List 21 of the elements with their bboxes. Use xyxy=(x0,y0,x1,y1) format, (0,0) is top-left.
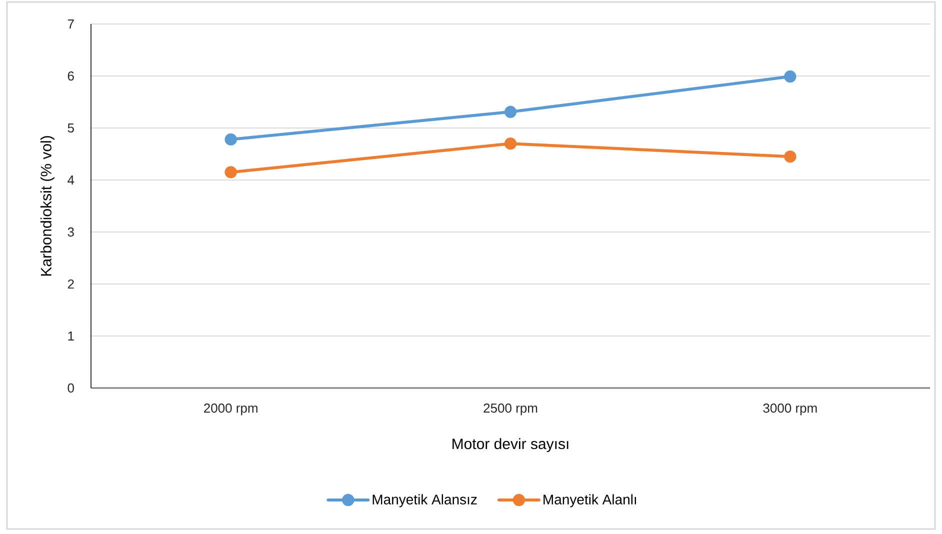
y-axis-title: Karbondioksit (% vol) xyxy=(40,136,54,276)
y-tick-label: 0 xyxy=(68,383,74,393)
point xyxy=(224,133,237,146)
y-tick-label: 4 xyxy=(68,176,74,184)
point xyxy=(224,166,237,178)
point xyxy=(504,106,517,118)
legend-label: Manyetik Alansız xyxy=(372,494,477,508)
point xyxy=(504,138,517,150)
point xyxy=(784,150,796,163)
x-tick-label: 2500 rpm xyxy=(484,404,538,416)
legend-label: Manyetik Alanlı xyxy=(544,494,636,508)
y-tick-label: 7 xyxy=(68,20,74,28)
y-tick-label: 1 xyxy=(68,332,74,340)
x-axis-title: Motor devir sayısı xyxy=(452,438,568,452)
x-tick-label: 3000 rpm xyxy=(763,404,817,416)
y-tick-label: 6 xyxy=(68,71,74,81)
y-tick-label: 5 xyxy=(68,123,74,133)
x-tick-label: 2000 rpm xyxy=(204,404,258,416)
y-tick-label: 2 xyxy=(68,279,74,289)
point xyxy=(784,70,796,83)
y-tick-label: 3 xyxy=(68,227,74,237)
